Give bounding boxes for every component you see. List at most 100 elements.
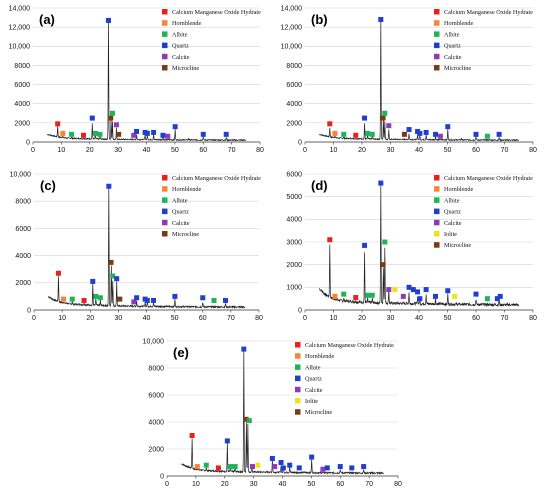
marker-quartz [224,438,230,444]
marker-hornblende [194,464,200,470]
legend-label-iolite: Iolite [305,398,318,405]
x-tick-label: 80 [394,481,402,488]
x-tick-label: 0 [32,315,36,322]
marker-quartz [200,295,206,301]
legend-swatch-iolite [434,231,440,237]
marker-albite [369,131,375,137]
legend-swatch-hornblende [162,20,168,26]
x-tick-label: 40 [143,147,151,154]
legend-swatch-albite [295,364,301,370]
y-tick-label: 1000 [286,285,302,292]
y-tick-label: 4000 [286,217,302,224]
x-tick-label: 20 [86,147,94,154]
marker-quartz [309,454,315,460]
marker-quartz [423,287,429,293]
y-tick-label: 4000 [286,101,302,108]
marker-calcium-manganese-oxide-hydrate [353,132,359,138]
marker-albite [109,110,115,116]
legend-label-calcium-manganese-oxide-hydrate: Calcium Manganese Oxide Hydrate [305,342,394,349]
y-tick-label: 3000 [286,239,302,246]
y-tick-label: 10,000 [281,44,303,51]
legend-swatch-calcium-manganese-oxide-hydrate [434,175,440,181]
x-tick-label: 30 [114,147,122,154]
marker-albite [369,292,375,298]
marker-quartz [134,295,140,301]
y-tick-label: 4000 [14,101,30,108]
x-tick-label: 80 [255,315,263,322]
legend-swatch-iolite [295,398,301,404]
marker-quartz [223,131,229,137]
marker-quartz [417,296,423,302]
x-tick-label: 80 [529,147,537,154]
y-tick-label: 2000 [15,280,31,287]
marker-quartz [324,465,330,471]
marker-calcite [165,133,171,139]
marker-calcite [320,466,326,472]
marker-quartz [473,131,479,137]
marker-quartz [406,284,412,290]
x-tick-label: 50 [307,481,315,488]
marker-quartz [433,293,439,299]
legend-swatch-calcite [162,219,168,226]
marker-albite [341,291,347,297]
marker-iolite [392,287,398,293]
legend-swatch-microcline [295,409,301,415]
legend-label-quartz: Quartz [444,43,461,50]
marker-quartz [445,124,451,130]
marker-albite [69,131,75,137]
x-tick-label: 80 [529,315,537,322]
marker-quartz [160,132,166,138]
legend-label-calcite: Calcite [172,220,190,227]
marker-quartz [144,297,150,303]
x-tick-label: 70 [365,481,373,488]
marker-calcium-manganese-oxide-hydrate [81,132,87,138]
y-tick-label: 6000 [286,171,302,178]
marker-calcium-manganese-oxide-hydrate [327,121,333,127]
legend-swatch-calcite [434,219,440,226]
marker-iolite [255,462,261,468]
y-tick-label: 10,000 [9,44,31,51]
marker-calcite [131,299,137,305]
x-tick-label: 0 [303,147,307,154]
marker-microcline [108,259,114,265]
y-tick-label: 14,000 [281,5,303,12]
x-tick-label: 30 [114,315,122,322]
x-tick-label: 10 [192,481,200,488]
marker-calcium-manganese-oxide-hydrate [55,121,61,127]
marker-quartz [410,287,416,293]
legend-swatch-hornblende [434,186,440,192]
x-tick-label: 10 [330,147,338,154]
y-tick-label: 2000 [286,120,302,127]
marker-albite [365,130,371,136]
marker-calcite [386,123,392,129]
marker-quartz [269,455,275,461]
marker-quartz [473,291,479,297]
legend-label-calcite: Calcite [172,54,190,61]
y-tick-label: 8000 [14,63,30,70]
marker-hornblende [60,130,66,136]
legend-swatch-quartz [434,42,440,49]
marker-calcite [400,293,406,299]
marker-quartz [90,278,96,284]
marker-quartz [106,183,112,189]
marker-quartz [349,465,355,471]
marker-quartz [151,297,157,303]
legend-label-albite: Albite [444,197,460,204]
legend-label-calcite: Calcite [444,54,462,61]
marker-albite [382,239,388,245]
marker-microcline [380,262,386,268]
y-tick-label: 6000 [15,226,31,233]
xrd-trace [47,21,247,142]
marker-quartz [337,464,343,470]
marker-calcium-manganese-oxide-hydrate [55,270,61,276]
x-tick-label: 20 [358,315,366,322]
legend-label-calcium-manganese-oxide-hydrate: Calcium Manganese Oxide Hydrate [172,175,261,182]
marker-calcite [249,464,255,470]
marker-quartz [378,180,384,186]
legend-label-microcline: Microcline [172,231,199,238]
legend-label-quartz: Quartz [305,376,322,383]
legend-label-microcline: Microcline [305,409,332,416]
marker-quartz [144,130,150,136]
legend-label-albite: Albite [305,364,321,371]
legend-swatch-calcium-manganese-oxide-hydrate [434,9,440,15]
